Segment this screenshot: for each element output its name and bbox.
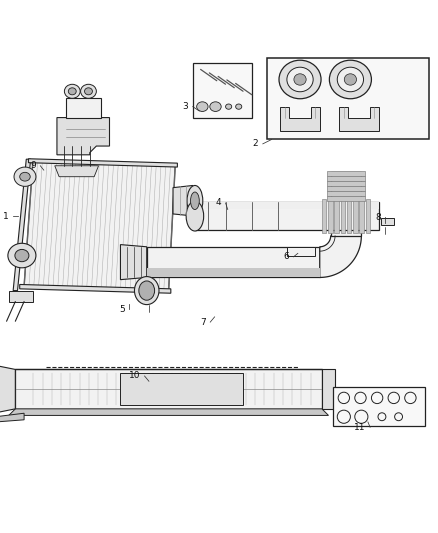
Ellipse shape [337, 67, 364, 92]
Bar [333, 387, 425, 426]
Text: 2: 2 [253, 139, 258, 148]
Polygon shape [322, 369, 335, 409]
Polygon shape [195, 202, 379, 230]
Bar [193, 63, 252, 118]
Polygon shape [360, 199, 364, 233]
Ellipse shape [139, 281, 155, 300]
Ellipse shape [287, 67, 313, 92]
Ellipse shape [68, 88, 76, 95]
Ellipse shape [81, 84, 96, 98]
Text: 6: 6 [283, 252, 289, 261]
Polygon shape [9, 409, 328, 415]
Polygon shape [366, 199, 370, 233]
Polygon shape [0, 366, 15, 413]
Polygon shape [328, 199, 332, 233]
Polygon shape [320, 236, 361, 278]
Polygon shape [327, 172, 365, 176]
Polygon shape [381, 218, 394, 225]
Polygon shape [353, 199, 357, 233]
Ellipse shape [14, 167, 36, 187]
Polygon shape [331, 172, 361, 236]
Text: 5: 5 [119, 305, 125, 314]
Polygon shape [173, 185, 195, 216]
Polygon shape [20, 285, 171, 293]
Ellipse shape [187, 185, 203, 216]
Polygon shape [13, 159, 31, 290]
Text: 3: 3 [183, 102, 188, 111]
Text: 1: 1 [3, 212, 9, 221]
Ellipse shape [186, 201, 204, 231]
Ellipse shape [226, 104, 232, 109]
Polygon shape [335, 199, 339, 233]
Ellipse shape [279, 60, 321, 99]
Polygon shape [120, 245, 147, 280]
Ellipse shape [191, 192, 199, 209]
Text: 7: 7 [200, 318, 206, 327]
Text: 10: 10 [129, 372, 140, 381]
Polygon shape [147, 268, 320, 278]
Polygon shape [327, 191, 365, 196]
Ellipse shape [344, 74, 357, 85]
Polygon shape [24, 161, 175, 290]
Polygon shape [9, 290, 33, 302]
Ellipse shape [210, 102, 221, 111]
Polygon shape [15, 369, 322, 409]
Text: 8: 8 [375, 213, 381, 222]
Polygon shape [327, 176, 365, 181]
Polygon shape [327, 181, 365, 186]
Ellipse shape [236, 104, 242, 109]
Polygon shape [195, 202, 379, 209]
Ellipse shape [8, 243, 36, 268]
Ellipse shape [85, 88, 92, 95]
Ellipse shape [15, 249, 29, 262]
Text: 4: 4 [215, 198, 221, 207]
Ellipse shape [64, 84, 80, 98]
Polygon shape [339, 107, 379, 131]
Polygon shape [0, 413, 24, 422]
Polygon shape [327, 187, 365, 191]
Ellipse shape [197, 102, 208, 111]
Polygon shape [347, 199, 351, 233]
Polygon shape [120, 374, 243, 405]
Polygon shape [57, 118, 110, 155]
Ellipse shape [294, 74, 306, 85]
Bar [287, 247, 315, 255]
Ellipse shape [20, 172, 30, 181]
Polygon shape [28, 159, 177, 167]
Polygon shape [66, 98, 101, 118]
Text: 11: 11 [354, 423, 366, 432]
Polygon shape [341, 199, 345, 233]
Polygon shape [327, 197, 365, 201]
Polygon shape [147, 247, 320, 278]
Ellipse shape [329, 60, 371, 99]
Bar [267, 59, 429, 140]
Polygon shape [55, 166, 99, 177]
Text: 9: 9 [30, 161, 36, 170]
Polygon shape [322, 199, 326, 233]
Polygon shape [280, 107, 320, 131]
Ellipse shape [134, 277, 159, 304]
